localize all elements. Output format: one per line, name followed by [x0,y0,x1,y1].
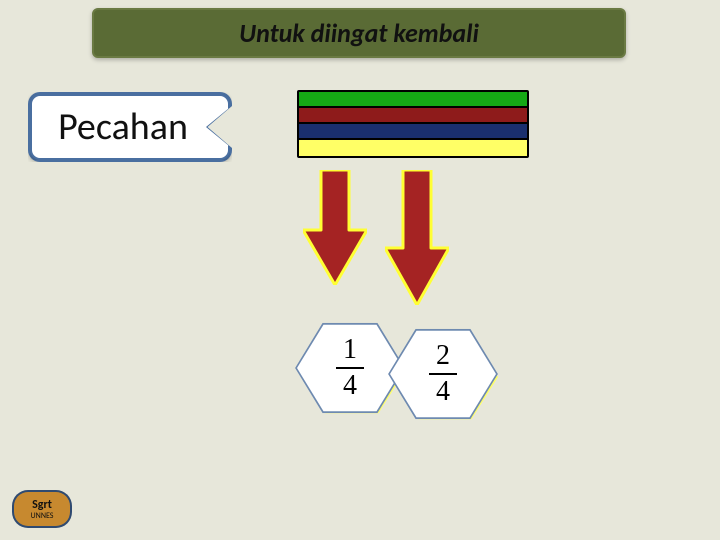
down-arrow-2 [385,170,449,305]
fraction-numerator: 1 [339,336,361,364]
down-arrow-1 [303,170,367,285]
fraction-numerator: 2 [432,342,454,370]
hexagon-fraction-2: 2 4 [388,326,498,422]
fraction-bar [336,367,364,369]
footer-badge: Sgrt UNNES [14,492,70,526]
footer-line2: UNNES [31,512,54,520]
fraction: 2 4 [429,342,457,406]
title-banner: Untuk diingat kembali [92,8,626,58]
slide-stage: { "background_color": "#e7e7da", "title"… [0,0,720,540]
hex-front: 2 4 [388,326,498,422]
fraction: 1 4 [336,336,364,400]
fraction-bar [429,373,457,375]
label-text: Pecahan [58,104,202,150]
footer-line1: Sgrt [32,499,52,511]
label-box: Pecahan [30,94,230,160]
bar-yellow [297,138,529,158]
hex-face: 2 4 [390,328,496,420]
fraction-denominator: 4 [432,378,454,406]
title-text: Untuk diingat kembali [239,17,479,49]
fraction-denominator: 4 [339,372,361,400]
bars-block [297,90,529,168]
